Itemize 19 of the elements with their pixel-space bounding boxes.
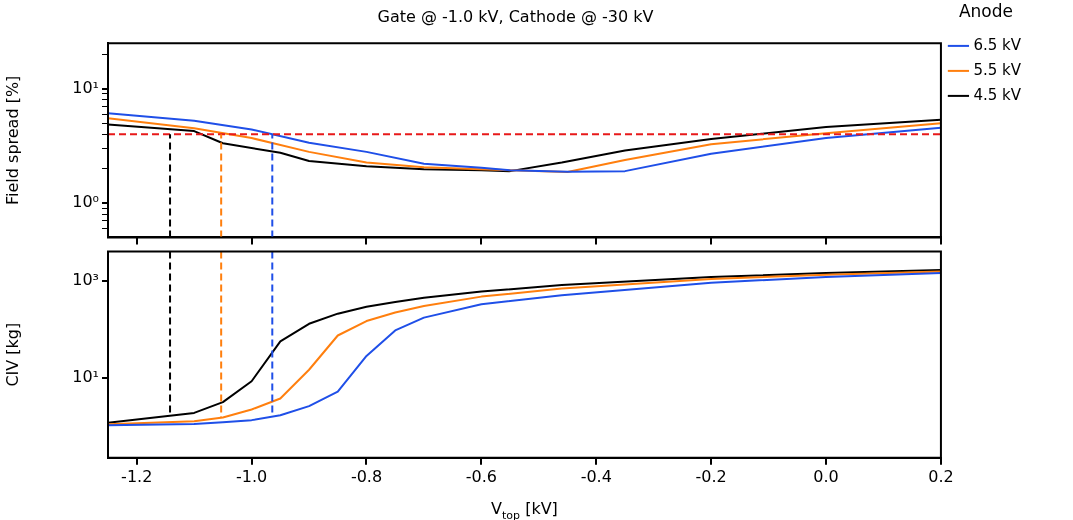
y-axis-title: CIV [kg] bbox=[2, 322, 22, 387]
x-tick-label: -0.6 bbox=[465, 466, 497, 486]
chart-title: Gate @ -1.0 kV, Cathode @ -30 kV bbox=[377, 6, 654, 26]
x-tick-label: -0.2 bbox=[695, 466, 727, 486]
legend-title: Anode bbox=[958, 0, 1013, 21]
x-tick-label: -1.2 bbox=[121, 466, 153, 486]
legend-label: 6.5 kV bbox=[973, 35, 1022, 54]
x-tick-label: -0.8 bbox=[350, 466, 383, 486]
x-tick-label: 0.2 bbox=[928, 466, 954, 486]
x-tick-label: -0.4 bbox=[580, 466, 612, 486]
y-tick-label: 10¹ bbox=[72, 77, 99, 97]
y-tick-label: 10¹ bbox=[72, 366, 99, 386]
y-tick-label: 10³ bbox=[72, 269, 99, 289]
legend-label: 5.5 kV bbox=[973, 60, 1022, 79]
y-tick-label: 10⁰ bbox=[72, 192, 99, 212]
y-axis-title: Field spread [%] bbox=[2, 75, 22, 205]
legend-label: 4.5 kV bbox=[973, 85, 1022, 104]
x-tick-label: -1.0 bbox=[236, 466, 268, 486]
x-tick-label: 0.0 bbox=[813, 466, 839, 486]
